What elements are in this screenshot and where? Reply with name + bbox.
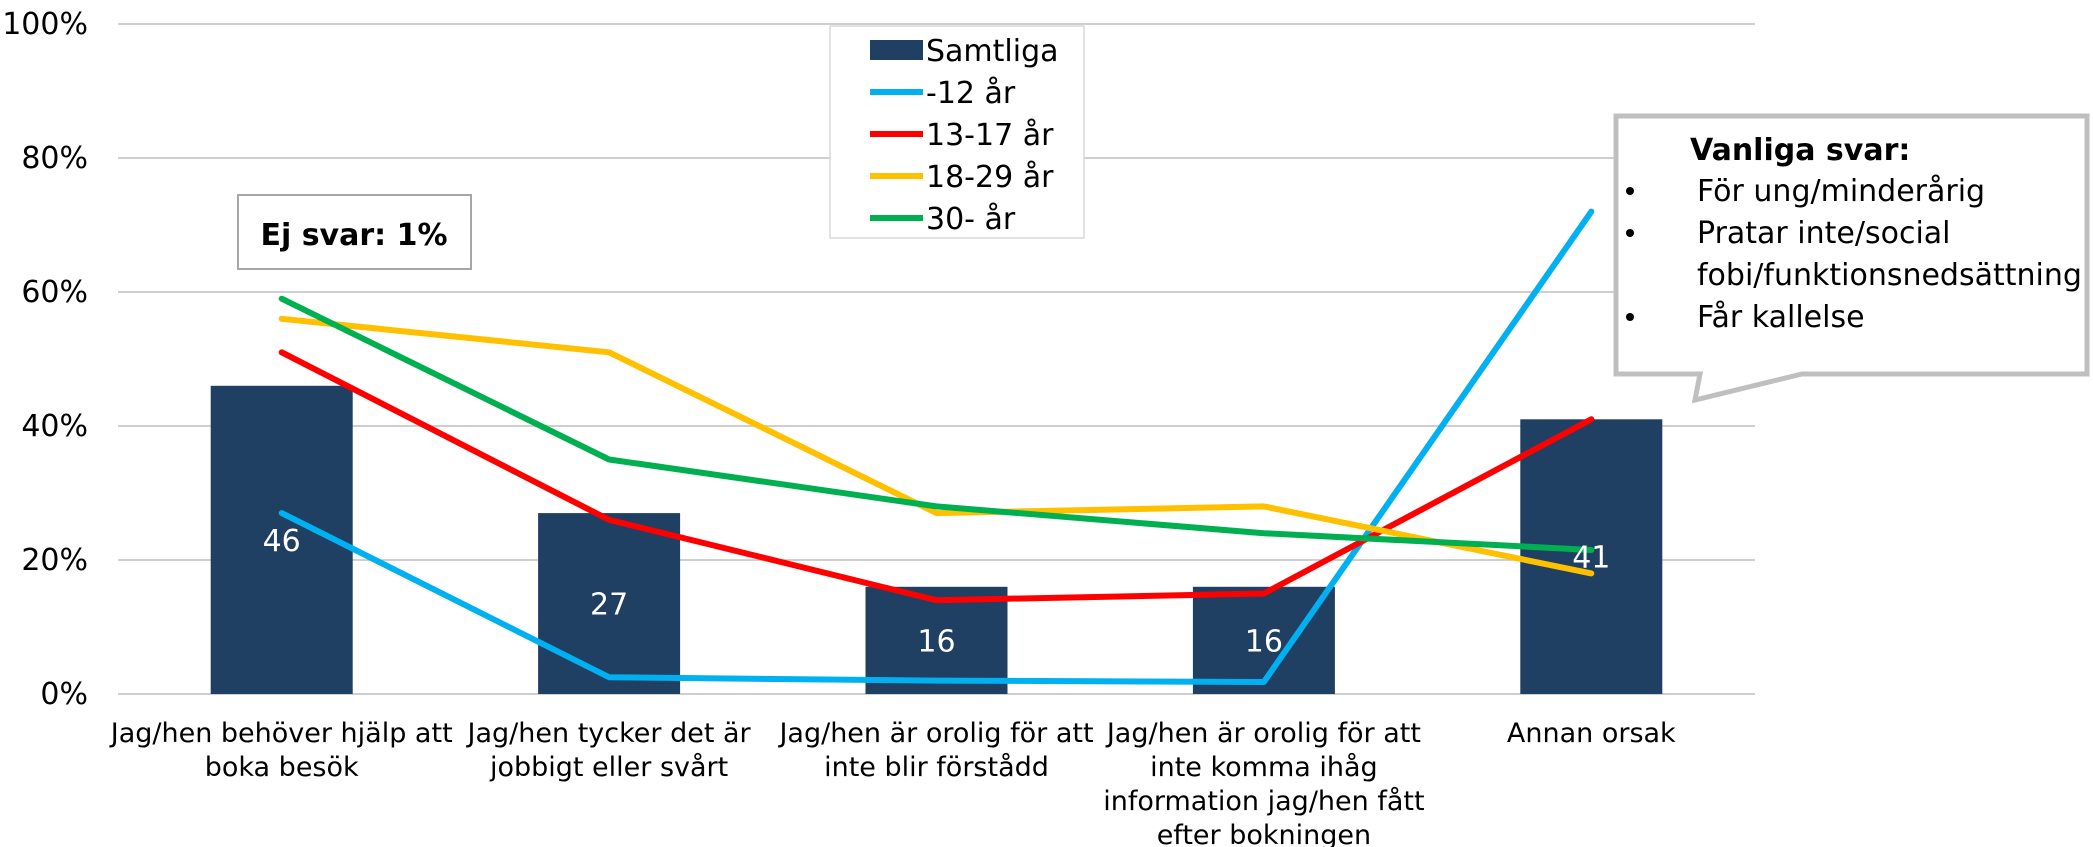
legend-label: Samtliga (926, 34, 1059, 69)
legend-label: 30- år (926, 202, 1016, 237)
callout-bullet (1626, 187, 1634, 195)
x-category-line: efter bokningen (1157, 820, 1371, 847)
bar (1192, 586, 1335, 694)
callout-title: Vanliga svar: (1690, 133, 1910, 168)
callout-bullet (1626, 229, 1634, 237)
x-category-label: Annan orsak (1507, 718, 1676, 749)
y-tick-label: 40% (21, 409, 88, 444)
line-series-path (278, 349, 1595, 604)
line-series-path (278, 315, 1595, 577)
x-category-line: inte blir förstådd (824, 752, 1049, 783)
callout-bullet (1626, 313, 1634, 321)
callout-box: Vanliga svar: För ung/minderårig Pratar i… (1613, 113, 2090, 404)
callout-item-text: fobi/funktionsnedsättning (1697, 258, 2082, 293)
y-tick-label: 80% (21, 141, 88, 176)
x-category-line: inte komma ihåg (1150, 752, 1378, 783)
legend: Samtliga -12 år 13-17 år 18-29 år 30- år (829, 25, 1085, 239)
line-series (278, 208, 1595, 685)
x-category-label: Jag/hen tycker det är jobbigt eller svårt (466, 718, 752, 783)
x-category-line: jobbigt eller svårt (489, 752, 728, 783)
x-axis-categories: Jag/hen behöver hjälp att boka besökJag/h… (109, 718, 1676, 847)
callout-item-text: För ung/minderårig (1697, 174, 1985, 209)
x-category-line: information jag/hen fått (1103, 786, 1424, 817)
x-category-label: Jag/hen är orolig för att inte blir först… (777, 718, 1093, 783)
callout-frame (1613, 113, 2090, 404)
x-category-line: Annan orsak (1507, 718, 1676, 749)
bar-labels: 46 27 16 16 41 (263, 524, 1611, 660)
bar (538, 513, 681, 694)
x-category-line: Jag/hen tycker det är (466, 718, 752, 749)
y-axis-ticks: 0% 20% 40% 60% 80% 100% (2, 7, 88, 712)
x-category-line: boka besök (205, 752, 359, 783)
bar-value-label: 16 (917, 624, 955, 659)
y-tick-label: 60% (21, 275, 88, 310)
legend-label: 18-29 år (926, 160, 1054, 195)
x-category-line: Jag/hen behöver hjälp att (109, 718, 453, 749)
bar-value-label: 16 (1245, 624, 1283, 659)
y-tick-label: 100% (2, 7, 88, 42)
bar-value-label: 41 (1572, 541, 1610, 576)
bar (1520, 419, 1663, 694)
x-category-label: Jag/hen behöver hjälp att boka besök (109, 718, 453, 783)
legend-label: 13-17 år (926, 118, 1054, 153)
bar-value-label: 27 (590, 588, 628, 623)
bar-value-label: 46 (263, 524, 301, 559)
callout-items: För ung/minderårig Pratar inte/social fobi… (1626, 174, 2082, 335)
line-series-path (278, 208, 1595, 685)
ej-svar-label: Ej svar: 1% (260, 218, 447, 253)
x-category-label: Jag/hen är orolig för att inte komma ihåg… (1103, 718, 1424, 847)
x-category-line: Jag/hen är orolig för att (1105, 718, 1421, 749)
callout-item-text: Får kallelse (1697, 300, 1865, 335)
y-tick-label: 0% (40, 677, 88, 712)
legend-swatch (870, 40, 923, 60)
y-tick-label: 20% (21, 543, 88, 578)
x-category-line: Jag/hen är orolig för att (777, 718, 1093, 749)
callout-item-text: Pratar inte/social (1697, 216, 1951, 251)
bar (865, 586, 1008, 694)
legend-label: -12 år (926, 76, 1016, 111)
line-series-path (278, 295, 1595, 553)
ej-svar-box: Ej svar: 1% (237, 194, 472, 270)
ej-svar-frame (237, 194, 472, 270)
